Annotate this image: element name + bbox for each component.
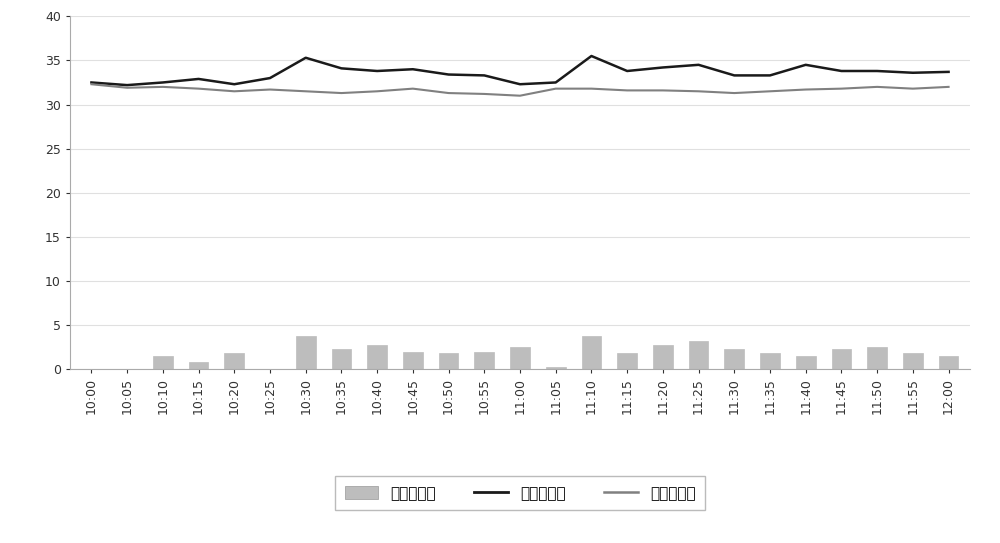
Bar [939, 356, 958, 369]
响应前负荷 [228, 81, 240, 87]
响应前负荷 [193, 75, 205, 82]
Bar [332, 349, 351, 369]
响应前负荷 [693, 61, 705, 68]
响应前负荷 [550, 79, 562, 86]
响应前负荷 [835, 68, 847, 74]
Bar [689, 341, 708, 369]
响应前负荷 [478, 72, 490, 79]
响应前负荷 [907, 70, 919, 76]
响应前负荷 [800, 61, 812, 68]
响应前负荷 [85, 79, 97, 86]
响应后负荷 [157, 84, 169, 90]
响应后负荷 [193, 85, 205, 92]
Bar [760, 353, 780, 369]
响应后负荷 [871, 84, 883, 90]
Bar [224, 353, 244, 369]
响应后负荷 [907, 85, 919, 92]
响应前负荷 [657, 64, 669, 71]
响应前负荷 [585, 53, 597, 59]
Bar [582, 336, 601, 369]
响应后负荷 [585, 85, 597, 92]
Bar [796, 356, 816, 369]
Line: 响应后负荷: 响应后负荷 [91, 84, 949, 96]
响应前负荷 [871, 68, 883, 74]
响应前负荷 [335, 65, 347, 72]
响应后负荷 [228, 88, 240, 94]
Line: 响应前负荷: 响应前负荷 [91, 56, 949, 85]
响应后负荷 [764, 88, 776, 94]
响应后负荷 [407, 85, 419, 92]
响应后负荷 [300, 88, 312, 94]
Legend: 负荷削减量, 响应前负荷, 响应后负荷: 负荷削减量, 响应前负荷, 响应后负荷 [335, 476, 705, 510]
响应后负荷 [835, 85, 847, 92]
Bar [617, 353, 637, 369]
Bar [832, 349, 851, 369]
响应后负荷 [85, 81, 97, 87]
响应前负荷 [300, 54, 312, 61]
响应前负荷 [764, 72, 776, 79]
响应后负荷 [335, 90, 347, 96]
Bar [546, 367, 566, 369]
Bar [867, 347, 887, 369]
Bar [153, 356, 173, 369]
响应后负荷 [800, 86, 812, 93]
Bar [653, 345, 673, 369]
响应前负荷 [443, 71, 455, 78]
Bar [510, 347, 530, 369]
Bar [724, 349, 744, 369]
响应前负荷 [407, 66, 419, 72]
响应后负荷 [728, 90, 740, 96]
响应前负荷 [514, 81, 526, 87]
响应前负荷 [371, 68, 383, 74]
Bar [439, 353, 458, 369]
响应前负荷 [121, 82, 133, 89]
Bar [189, 362, 208, 369]
Bar [296, 336, 316, 369]
响应前负荷 [728, 72, 740, 79]
响应后负荷 [693, 88, 705, 94]
Bar [903, 353, 923, 369]
响应后负荷 [657, 87, 669, 93]
Bar [367, 344, 387, 369]
响应前负荷 [621, 68, 633, 74]
响应后负荷 [621, 87, 633, 93]
Bar [474, 352, 494, 369]
响应后负荷 [121, 85, 133, 91]
Bar [403, 352, 423, 369]
响应后负荷 [478, 91, 490, 97]
响应后负荷 [443, 90, 455, 96]
响应前负荷 [157, 79, 169, 86]
响应前负荷 [264, 75, 276, 81]
响应后负荷 [264, 86, 276, 93]
响应前负荷 [943, 68, 955, 75]
响应后负荷 [514, 92, 526, 99]
响应后负荷 [943, 84, 955, 90]
响应后负荷 [371, 88, 383, 94]
响应后负荷 [550, 85, 562, 92]
